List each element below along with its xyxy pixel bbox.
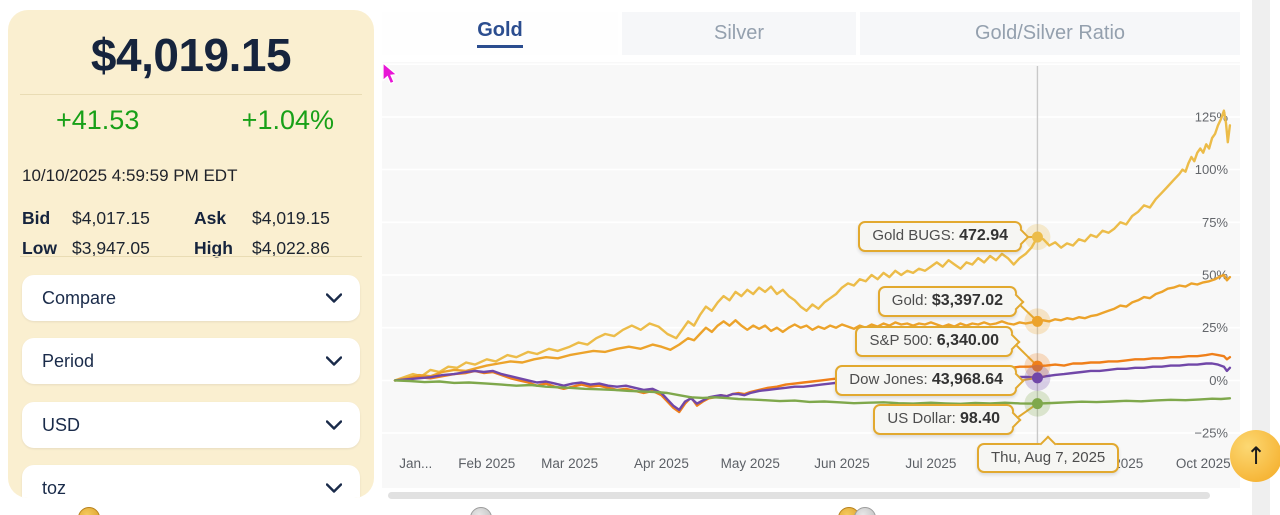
high-value: $4,022.86	[252, 238, 330, 258]
currency-dropdown[interactable]: USD	[22, 402, 360, 448]
ask-label: Ask	[194, 208, 227, 228]
tooltip-sp500-value: 6,340.00	[936, 332, 999, 349]
tab-gold-silver-ratio-label: Gold/Silver Ratio	[974, 22, 1126, 44]
change-row: +41.53 +1.04%	[8, 95, 374, 136]
chevron-down-icon	[326, 293, 342, 303]
divider	[20, 256, 362, 257]
x-axis-tick-label: Jan...	[399, 456, 432, 471]
low-value: $3,947.05	[72, 238, 150, 258]
bid-value: $4,017.15	[72, 208, 150, 228]
x-axis-tick-label: Oct 2025	[1176, 456, 1231, 471]
up-arrow-icon: ↑	[1245, 442, 1267, 470]
series-line-gold	[393, 273, 1232, 382]
tooltip-gold: Gold: $3,397.02	[877, 286, 1017, 317]
tab-silver[interactable]: Silver	[622, 12, 856, 55]
metal-tabs: Gold Silver Gold/Silver Ratio	[382, 12, 1240, 55]
silver-coin-icon	[854, 507, 876, 515]
spot-price: $4,019.15	[90, 29, 292, 81]
tooltip-sp500-label: S&P 500:	[869, 332, 933, 349]
bid-label: Bid	[22, 208, 51, 228]
marker-dot-gold-bugs	[1031, 231, 1043, 243]
tooltip-gold-label: Gold:	[891, 292, 928, 309]
divider	[20, 94, 362, 95]
tooltip-date: Thu, Aug 7, 2025	[977, 443, 1120, 473]
gold-quote-card: $4,019.15 +41.53 +1.04% 10/10/2025 4:59:…	[8, 10, 374, 498]
chart-canvas: 125%100%75%50%25%0%−25%Jan... Feb 2025 Mar…	[382, 63, 1240, 471]
marker-dot-gold	[1031, 315, 1043, 327]
tooltip-dow-jones: Dow Jones: 43,968.64	[835, 365, 1017, 396]
tooltip-dow-jones-label: Dow Jones:	[849, 371, 928, 388]
y-axis-tick-label: 0%	[1209, 373, 1228, 388]
series-line-gold-bugs	[393, 109, 1232, 382]
chevron-down-icon	[326, 483, 342, 493]
x-axis-tick-label: Jul 2025	[905, 456, 956, 471]
horizontal-scrollbar[interactable]	[388, 492, 1210, 499]
unit-dropdown[interactable]: toz	[22, 465, 360, 498]
tooltip-gold-bugs-value: 472.94	[959, 227, 1008, 244]
tooltip-connector	[1012, 341, 1039, 367]
change-percent: +1.04%	[241, 105, 334, 135]
bid-ask-stats: Bid $4,017.15 Ask $4,019.15 Low $3,947.0…	[8, 186, 374, 259]
ask-value: $4,019.15	[252, 208, 330, 228]
period-dropdown[interactable]: Period	[22, 338, 360, 384]
unit-dropdown-label: toz	[42, 477, 67, 498]
tooltip-sp500: S&P 500: 6,340.00	[855, 326, 1013, 357]
period-dropdown-label: Period	[42, 350, 95, 371]
quote-timestamp: 10/10/2025 4:59:59 PM EDT	[22, 166, 238, 185]
tooltip-us-dollar-value: 98.40	[959, 410, 1000, 427]
silver-coin-icon	[470, 507, 492, 515]
y-axis-tick-label: 100%	[1195, 162, 1229, 177]
y-axis-tick-label: 50%	[1202, 268, 1228, 283]
y-axis-tick-label: 25%	[1202, 320, 1228, 335]
tooltip-gold-bugs: Gold BUGS: 472.94	[858, 221, 1022, 252]
chevron-down-icon	[326, 356, 342, 366]
tooltip-gold-bugs-label: Gold BUGS:	[872, 227, 955, 244]
gold-coin-icon	[78, 507, 100, 515]
tooltip-us-dollar-label: US Dollar:	[887, 410, 956, 427]
tab-gold-label: Gold	[477, 19, 523, 48]
tooltip-date-label: Thu, Aug 7, 2025	[991, 449, 1106, 466]
compare-dropdown-label: Compare	[42, 287, 117, 308]
low-label: Low	[22, 238, 57, 258]
x-axis-tick-label: Mar 2025	[541, 456, 598, 471]
tab-silver-label: Silver	[713, 22, 764, 44]
tooltip-dow-jones-value: 43,968.64	[931, 371, 1003, 388]
x-axis-tick-label: Apr 2025	[634, 456, 689, 471]
series-line-us-dollar	[393, 379, 1232, 405]
y-axis-tick-label: −25%	[1194, 426, 1228, 441]
x-axis-tick-label: Jun 2025	[814, 456, 870, 471]
tooltip-us-dollar: US Dollar: 98.40	[873, 404, 1014, 435]
performance-chart[interactable]: 125% 100% 75% 50% 25% 0% −25% Jan... Feb 2025 Mar…	[382, 62, 1240, 488]
tab-gold[interactable]: Gold	[382, 12, 618, 55]
tooltip-gold-value: $3,397.02	[931, 292, 1003, 309]
tab-gold-silver-ratio[interactable]: Gold/Silver Ratio	[860, 12, 1240, 55]
mouse-cursor-icon	[382, 62, 399, 85]
high-label: High	[194, 238, 233, 258]
chevron-down-icon	[326, 420, 342, 430]
currency-dropdown-label: USD	[42, 414, 81, 435]
scroll-to-top-button[interactable]: ↑	[1230, 430, 1280, 482]
compare-dropdown[interactable]: Compare	[22, 275, 360, 321]
marker-dot-dow-jones	[1031, 372, 1043, 384]
series-line-dow-jones	[393, 362, 1232, 412]
y-axis-tick-label: 75%	[1202, 215, 1228, 230]
vertical-scrollbar[interactable]	[1252, 0, 1270, 515]
change-absolute: +41.53	[56, 105, 140, 135]
x-axis-tick-label: May 2025	[721, 456, 780, 471]
marker-dot-us-dollar	[1031, 398, 1043, 410]
x-axis-tick-label: Feb 2025	[458, 456, 515, 471]
marker-dot-s-p-500	[1031, 360, 1043, 372]
